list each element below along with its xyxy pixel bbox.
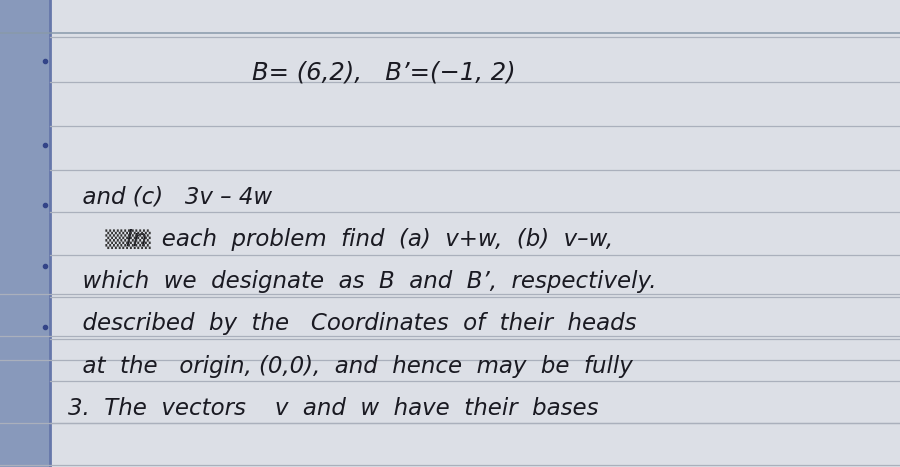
Text: In  each  problem  find  (a)  v+w,  (b)  v–w,: In each problem find (a) v+w, (b) v–w, — [68, 227, 613, 251]
Text: 3.  The  vectors    v  and  w  have  their  bases: 3. The vectors v and w have their bases — [68, 397, 598, 420]
Bar — [0, 0, 50, 467]
Text: ▒▒▒: ▒▒▒ — [68, 229, 150, 249]
Text: described  by  the   Coordinates  of  their  heads: described by the Coordinates of their he… — [68, 311, 636, 335]
Text: which  we  designate  as  B  and  B’,  respectively.: which we designate as B and B’, respecti… — [68, 269, 656, 293]
Text: B= (6,2),   B’=(−1, 2): B= (6,2), B’=(−1, 2) — [252, 60, 516, 85]
Text: and (c)   3v – 4w: and (c) 3v – 4w — [68, 185, 272, 209]
Text: at  the   origin, (0,0),  and  hence  may  be  fully: at the origin, (0,0), and hence may be f… — [68, 355, 632, 378]
